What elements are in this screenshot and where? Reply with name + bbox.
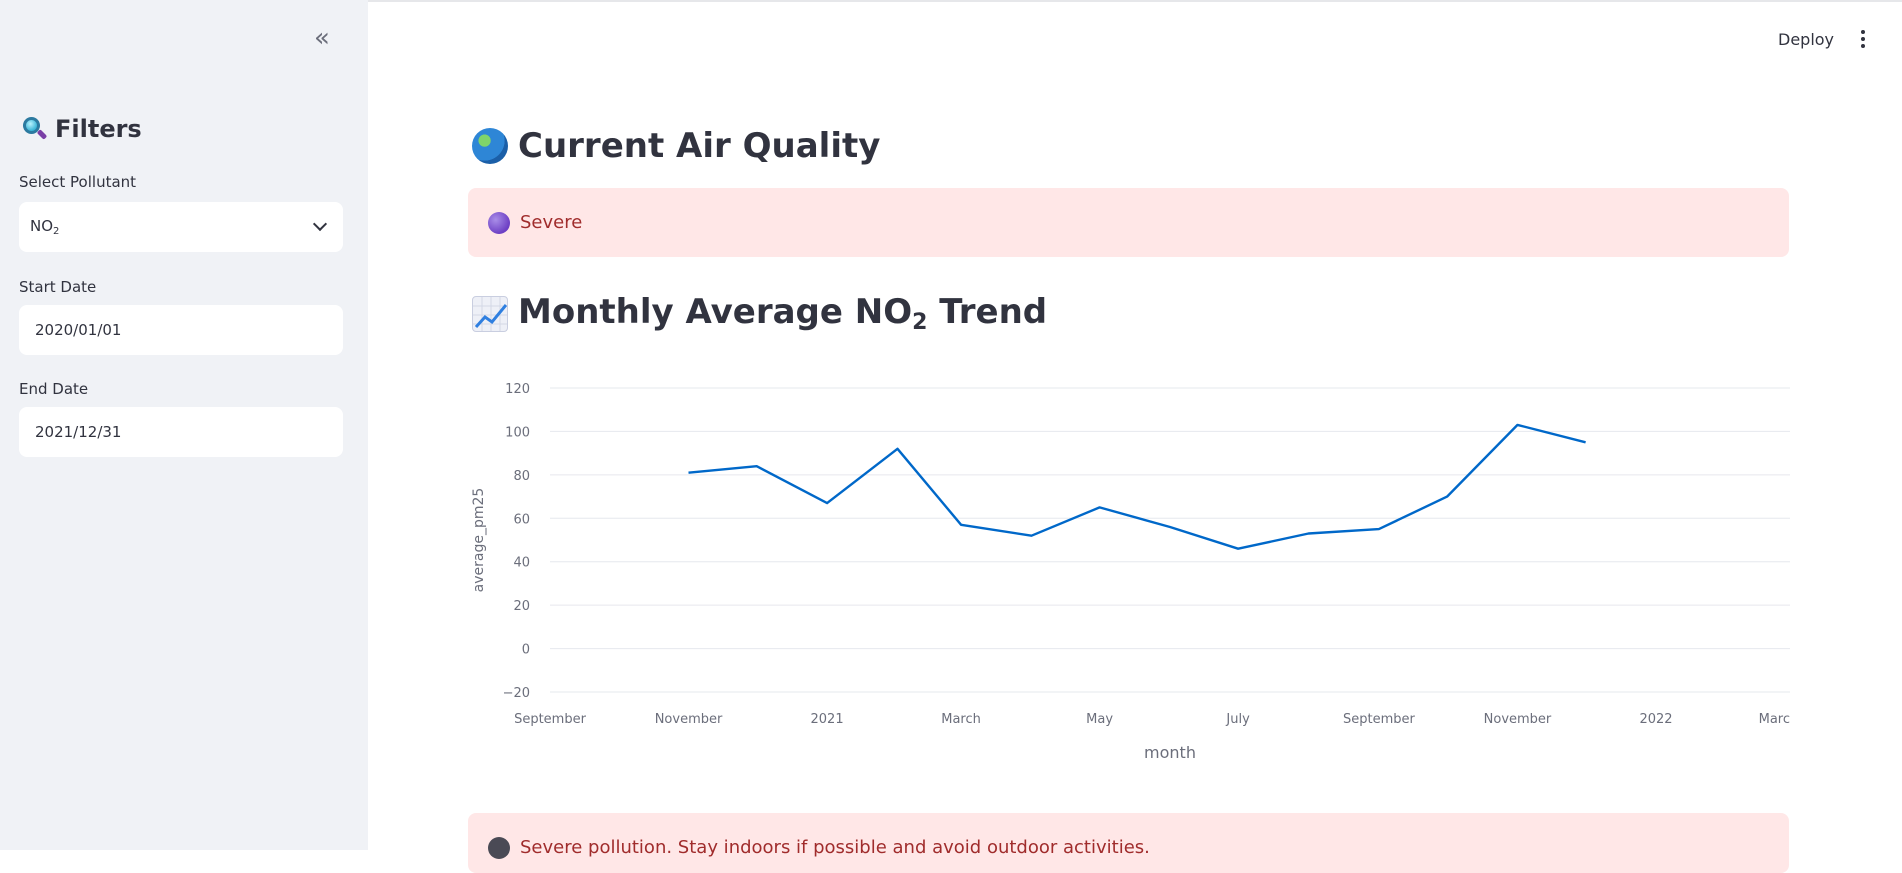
x-tick-label: Marc [1759, 712, 1790, 727]
trend-heading-text: Monthly Average NO2 Trend [518, 292, 1047, 335]
y-tick-label: 80 [513, 469, 530, 484]
skull-icon [488, 837, 510, 859]
y-tick-label: 40 [513, 556, 530, 571]
collapse-sidebar-button[interactable]: « [308, 26, 336, 54]
x-tick-label: 2021 [811, 712, 844, 727]
x-tick-label: July [1225, 712, 1250, 727]
purple-circle-icon [488, 212, 510, 234]
x-tick-label: September [1343, 712, 1416, 727]
status-text: Severe [520, 212, 582, 233]
filters-title-text: Filters [55, 115, 142, 143]
y-axis-label: average_pm25 [471, 488, 487, 593]
y-tick-label: 60 [513, 512, 530, 527]
x-tick-label: November [655, 712, 723, 727]
x-axis-label: month [1144, 743, 1196, 762]
filters-title: Filters [21, 115, 142, 143]
trend-chart-svg: −20 0 20 40 60 80 100 120 September November 2021 M… [460, 360, 1800, 780]
air-quality-heading-text: Current Air Quality [518, 126, 880, 166]
start-date-label: Start Date [19, 278, 96, 296]
trend-chart: −20 0 20 40 60 80 100 120 September November 2021 M… [460, 360, 1800, 780]
end-date-label: End Date [19, 380, 88, 398]
magnifying-glass-icon [21, 116, 47, 142]
status-alert: Severe [468, 188, 1789, 257]
sidebar: « Filters Select Pollutant NO2 Start Dat… [0, 0, 368, 850]
end-date-input[interactable]: 2021/12/31 [19, 407, 343, 457]
x-tick-label: November [1484, 712, 1552, 727]
start-date-input[interactable]: 2020/01/01 [19, 305, 343, 355]
advice-text: Severe pollution. Stay indoors if possib… [520, 837, 1150, 858]
y-tick-label: −20 [503, 686, 530, 701]
kebab-menu-icon[interactable] [1860, 30, 1866, 50]
pollutant-select[interactable]: NO2 [19, 202, 343, 252]
chevron-down-icon [313, 217, 327, 231]
end-date-value: 2021/12/31 [35, 423, 121, 441]
deploy-button[interactable]: Deploy [1778, 30, 1834, 49]
globe-icon [472, 128, 508, 164]
chart-increasing-icon [472, 296, 508, 332]
y-tick-label: 0 [522, 643, 530, 658]
x-tick-label: 2022 [1639, 712, 1672, 727]
air-quality-heading: Current Air Quality [472, 126, 880, 166]
start-date-value: 2020/01/01 [35, 321, 121, 339]
x-tick-label: May [1086, 712, 1113, 727]
x-tick-label: September [514, 712, 587, 727]
double-chevron-left-icon: « [314, 23, 330, 53]
pollutant-label: Select Pollutant [19, 173, 136, 191]
x-tick-label: March [941, 712, 981, 727]
advice-alert: Severe pollution. Stay indoors if possib… [468, 813, 1789, 873]
y-tick-label: 100 [505, 425, 530, 440]
series-line [689, 425, 1586, 549]
trend-heading: Monthly Average NO2 Trend [472, 292, 1047, 335]
y-tick-label: 20 [513, 599, 530, 614]
y-tick-label: 120 [505, 382, 530, 397]
pollutant-select-value: NO2 [30, 217, 59, 237]
